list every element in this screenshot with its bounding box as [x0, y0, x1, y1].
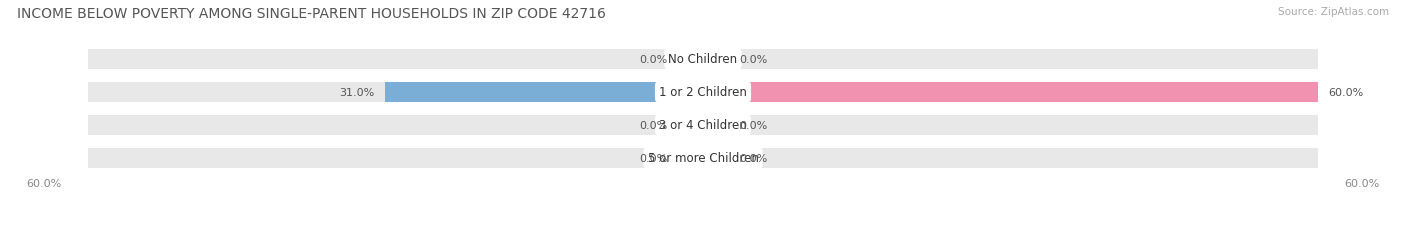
Text: 0.0%: 0.0%: [740, 120, 768, 130]
Text: 60.0%: 60.0%: [1329, 88, 1364, 97]
Bar: [703, 115, 728, 136]
Text: INCOME BELOW POVERTY AMONG SINGLE-PARENT HOUSEHOLDS IN ZIP CODE 42716: INCOME BELOW POVERTY AMONG SINGLE-PARENT…: [17, 7, 606, 21]
Bar: [678, 115, 703, 136]
Bar: [703, 115, 1319, 136]
Text: 31.0%: 31.0%: [340, 88, 375, 97]
Bar: [87, 49, 703, 70]
Text: 0.0%: 0.0%: [740, 153, 768, 163]
Text: 0.0%: 0.0%: [638, 55, 666, 65]
Text: 0.0%: 0.0%: [638, 153, 666, 163]
Bar: [678, 148, 703, 168]
Bar: [703, 49, 728, 70]
Bar: [703, 82, 1319, 103]
Bar: [678, 49, 703, 70]
Bar: [703, 82, 1319, 103]
Bar: [87, 115, 703, 136]
Text: 5 or more Children: 5 or more Children: [648, 152, 758, 165]
Bar: [703, 148, 1319, 168]
Bar: [87, 82, 703, 103]
Text: 1 or 2 Children: 1 or 2 Children: [659, 86, 747, 99]
Text: 0.0%: 0.0%: [638, 120, 666, 130]
Text: No Children: No Children: [668, 53, 738, 66]
Text: 60.0%: 60.0%: [27, 178, 62, 188]
Text: Source: ZipAtlas.com: Source: ZipAtlas.com: [1278, 7, 1389, 17]
Bar: [87, 148, 703, 168]
Text: 60.0%: 60.0%: [1344, 178, 1379, 188]
Text: 0.0%: 0.0%: [740, 55, 768, 65]
Bar: [385, 82, 703, 103]
Text: 3 or 4 Children: 3 or 4 Children: [659, 119, 747, 132]
Bar: [703, 49, 1319, 70]
Bar: [703, 148, 728, 168]
